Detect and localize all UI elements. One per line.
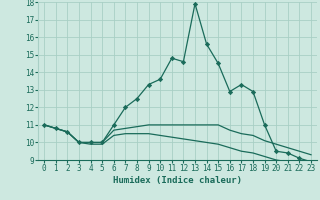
X-axis label: Humidex (Indice chaleur): Humidex (Indice chaleur) <box>113 176 242 185</box>
